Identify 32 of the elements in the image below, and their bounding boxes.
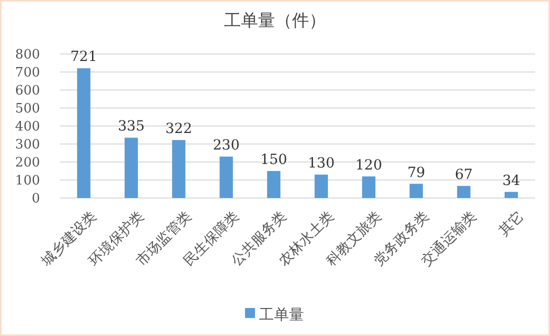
data-label: 79 [407,164,426,181]
data-label: 130 [308,156,335,172]
bar [267,171,280,198]
bar [77,68,90,198]
y-tick-label: 700 [15,66,40,81]
data-label: 34 [502,172,520,189]
legend-label: 工单量 [259,305,304,324]
data-label: 67 [454,166,473,183]
data-label: 335 [118,118,145,135]
bar [314,174,328,198]
y-tick-label: 600 [15,84,40,99]
chart-title: 工单量（件） [224,11,326,31]
y-tick-label: 300 [15,138,40,153]
data-label: 322 [165,121,192,138]
bar [457,186,470,198]
bar [504,192,518,198]
y-tick-label: 500 [15,102,40,117]
y-tick-label: 0 [32,192,40,207]
y-tick-label: 400 [15,120,40,135]
data-label: 230 [212,138,240,154]
bar [410,184,423,198]
y-tick-label: 800 [15,48,40,63]
bar [362,176,376,198]
data-label: 120 [355,157,382,174]
bar [124,138,138,198]
y-tick-label: 200 [15,156,40,171]
y-tick-label: 100 [15,174,40,189]
x-tick-label: 其它 [496,208,528,240]
bar [172,140,186,198]
data-label: 721 [70,49,98,66]
bar [220,156,233,198]
data-label: 150 [260,152,288,168]
